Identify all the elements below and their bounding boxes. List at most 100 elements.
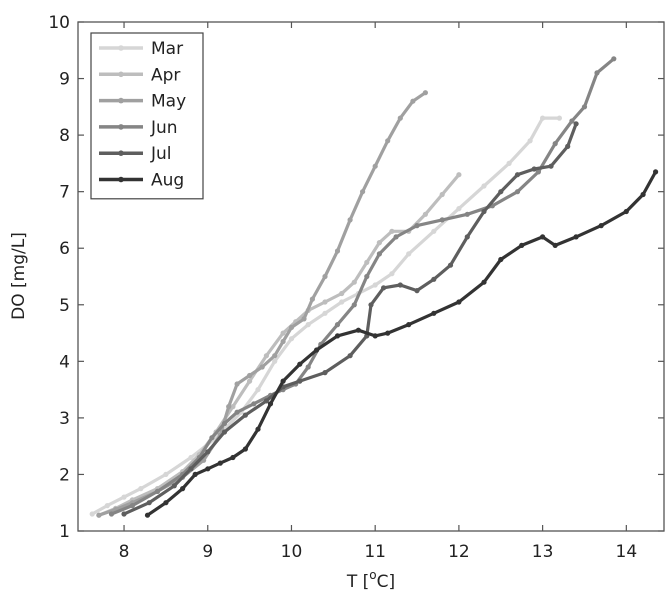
x-tick-label: 12 [448,542,470,562]
axes-frame [77,21,665,532]
data-point-aug [598,223,604,229]
data-point-jul [263,398,269,404]
data-point-jun [221,420,228,427]
data-point-jul [531,166,537,172]
y-tick-label: 7 [59,183,70,203]
data-point-aug [573,234,579,240]
data-point-jul [498,189,504,195]
data-point-jun [552,141,558,147]
data-point-apr [364,259,370,265]
data-point-mar [138,486,144,492]
data-point-jun [439,217,445,223]
x-tick-label: 9 [202,542,213,562]
data-point-mar [372,282,378,288]
data-point-jun [464,211,470,217]
legend-box [90,32,204,200]
data-point-may [226,404,232,410]
data-point-jun [154,488,161,494]
data-point-jun [514,189,521,195]
x-tick-label: 14 [616,542,638,562]
legend-label-jun: Jun [150,118,178,138]
data-point-apr [422,211,428,217]
data-point-aug [498,256,504,263]
data-point-mar [456,206,462,212]
data-point-aug [255,426,261,432]
legend-marker-may [118,97,124,104]
data-point-jul [242,412,248,418]
data-point-jul [205,449,211,455]
data-point-apr [322,299,328,305]
data-point-may [334,248,341,254]
data-point-may [372,163,378,169]
data-point-may [301,316,307,322]
y-tick-label: 10 [48,13,70,33]
data-point-jul [464,234,470,240]
data-point-jul [514,172,521,178]
data-point-jul [347,353,353,359]
series-mar [89,115,563,517]
data-point-jun [569,118,575,124]
data-point-mar [556,115,563,121]
data-point-apr [230,404,236,410]
data-point-jun [209,435,215,441]
data-point-aug [372,333,378,339]
data-point-jul [146,500,152,506]
legend: Mar Apr May Jun Jul Aug [90,32,204,200]
data-point-jun [535,169,542,175]
data-point-jun [129,503,135,509]
data-point-may [322,273,328,280]
data-point-aug [297,361,303,367]
data-point-mar [104,503,110,509]
data-point-jun [376,251,382,257]
data-point-jul [414,288,420,294]
data-point-jun [251,401,257,407]
data-point-aug [385,330,391,336]
data-point-may [410,98,416,104]
data-point-aug [242,446,248,452]
data-point-mar [322,310,328,316]
legend-label-may: May [151,92,186,112]
data-point-may [347,217,353,223]
data-point-mar [431,228,437,234]
data-point-jul [548,163,554,169]
series-aug [144,169,659,518]
data-point-aug [431,310,437,316]
legend-marker-mar [118,45,124,51]
legend-label-aug: Aug [151,171,184,191]
data-point-jun [334,322,341,328]
legend-marker-jul [118,150,124,156]
data-point-may [288,324,295,330]
y-tick-label: 4 [59,352,70,372]
data-point-jun [414,223,420,229]
data-point-may [397,115,403,121]
data-point-may [385,138,391,144]
legend-label-apr: Apr [151,65,180,85]
data-point-aug [456,299,462,305]
data-point-apr [351,279,357,285]
data-point-mar [406,251,412,257]
data-point-aug [192,471,198,477]
legend-marker-aug [118,176,124,183]
data-point-aug [406,322,412,328]
data-point-jul [431,276,437,282]
data-point-mar [506,160,512,166]
data-point-apr [439,191,445,198]
series-jul [121,121,579,517]
data-point-aug [355,327,361,333]
data-point-mar [272,358,278,364]
data-point-jul [322,370,328,376]
data-point-aug [180,486,186,492]
data-point-aug [144,512,151,518]
x-axis-title: T [oC] [346,568,395,592]
data-point-mar [389,271,395,277]
data-point-mar [188,454,194,461]
series-layer [89,56,659,518]
data-point-jun [611,56,617,62]
data-point-aug [623,208,629,215]
data-point-may [96,512,102,518]
data-point-aug [217,460,223,466]
x-tick-label: 10 [281,542,303,562]
data-point-apr [247,378,253,384]
data-point-jul [188,466,194,472]
